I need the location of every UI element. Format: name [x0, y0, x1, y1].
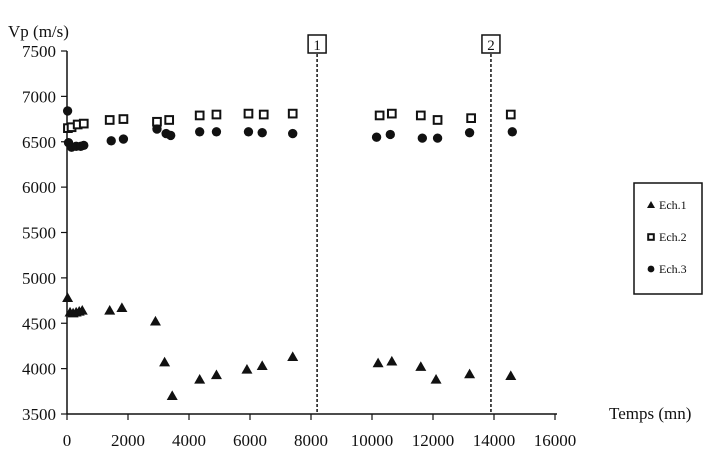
y-tick-label: 5000: [22, 269, 56, 288]
series-ech-3: [62, 106, 517, 152]
legend-label: Ech.2: [659, 230, 687, 244]
data-point: [464, 368, 476, 379]
data-point: [118, 134, 129, 144]
series-ech-1: [62, 292, 517, 400]
data-point: [211, 109, 222, 120]
data-point: [166, 390, 178, 400]
data-point: [288, 128, 298, 139]
data-point: [415, 110, 426, 121]
y-tick-label: 4000: [22, 360, 56, 379]
legend: Ech.1 Ech.2 Ech.3: [633, 182, 703, 295]
event-label: 1: [313, 38, 321, 54]
x-tick-label: 8000: [294, 431, 328, 450]
data-point: [164, 115, 175, 125]
legend-marker: [647, 233, 655, 241]
data-point: [106, 136, 116, 146]
data-point: [159, 356, 171, 367]
data-point: [152, 124, 162, 134]
data-point: [256, 360, 268, 371]
data-point: [464, 128, 475, 138]
y-tick-label: 5500: [22, 224, 56, 243]
data-point: [79, 140, 89, 151]
data-point: [118, 114, 129, 124]
legend-label: Ech.3: [659, 262, 687, 276]
data-point: [194, 110, 205, 121]
x-axis-label: Temps (mn): [609, 404, 691, 423]
data-point: [432, 133, 443, 143]
y-axis-label: Vp (m/s): [8, 22, 69, 41]
data-point: [415, 361, 427, 371]
x-tick-label: 2000: [111, 431, 145, 450]
data-point: [211, 127, 222, 137]
x-tick-label: 14000: [473, 431, 516, 450]
data-point: [78, 118, 89, 129]
data-point: [430, 374, 442, 384]
data-point: [76, 305, 88, 315]
data-point: [372, 357, 384, 368]
legend-label: Ech.1: [659, 198, 687, 212]
data-point: [241, 364, 253, 374]
data-point: [505, 109, 516, 120]
x-ticks: 0 2000 4000 6000 8000 10000 12000 14000 16000: [63, 414, 577, 450]
axes: [66, 51, 557, 415]
x-tick-label: 10000: [351, 431, 394, 450]
data-point: [149, 315, 161, 326]
y-tick-label: 7500: [22, 42, 56, 61]
event-box: [307, 34, 327, 54]
data-point: [166, 130, 176, 141]
data-point: [257, 128, 267, 138]
data-point: [385, 129, 395, 140]
data-point: [210, 369, 222, 380]
y-tick-label: 6000: [22, 178, 56, 197]
series-ech-2: [63, 108, 516, 133]
legend-marker: [647, 201, 655, 208]
x-tick-label: 16000: [534, 431, 577, 450]
data-point: [62, 106, 73, 116]
data-point: [104, 305, 116, 315]
x-tick-label: 4000: [172, 431, 206, 450]
data-points: [62, 106, 517, 400]
legend-marker: [647, 265, 655, 273]
event-box: [481, 34, 501, 54]
y-tick-label: 7000: [22, 87, 56, 106]
y-tick-label: 3500: [22, 405, 56, 424]
data-point: [386, 108, 397, 119]
x-tick-label: 12000: [412, 431, 455, 450]
data-point: [243, 127, 254, 137]
data-point: [374, 110, 385, 121]
data-point: [243, 108, 254, 119]
data-point: [417, 133, 428, 143]
data-point: [287, 108, 298, 119]
data-point: [194, 374, 206, 384]
x-tick-label: 6000: [233, 431, 267, 450]
y-ticks: 3500 4000 4500 5000 5500 6000 6500 7000 7500: [22, 42, 67, 424]
data-point: [371, 132, 382, 142]
y-tick-label: 6500: [22, 133, 56, 152]
data-point: [507, 127, 517, 137]
data-point: [505, 370, 517, 381]
data-point: [287, 351, 299, 361]
data-point: [195, 127, 205, 137]
data-point: [258, 109, 269, 120]
event-label: 2: [487, 38, 495, 54]
data-point: [386, 355, 398, 366]
data-point: [104, 115, 115, 125]
data-point: [62, 292, 74, 302]
data-point: [432, 115, 443, 125]
data-point: [116, 302, 128, 312]
x-tick-label: 0: [63, 431, 72, 450]
data-point: [466, 113, 476, 124]
y-tick-label: 4500: [22, 314, 56, 333]
